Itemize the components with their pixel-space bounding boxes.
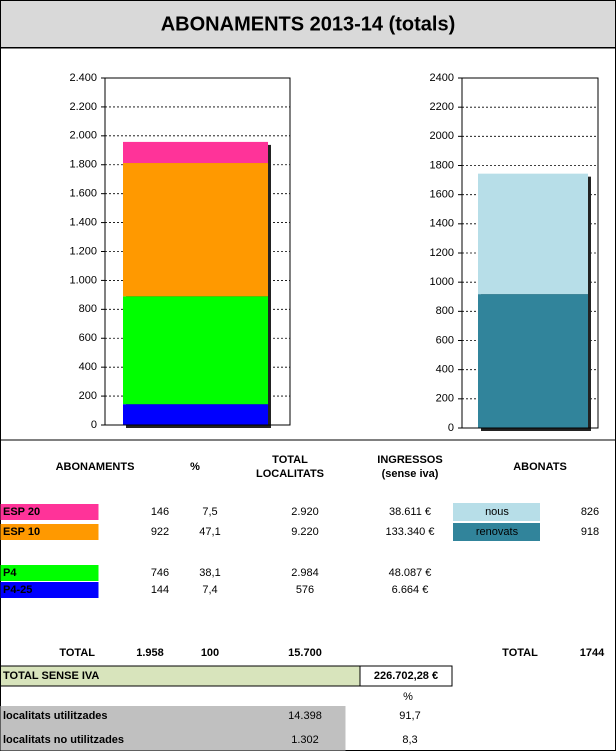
bar-segment: [478, 173, 588, 295]
y-tick-label: 600: [436, 334, 454, 346]
cell: 576: [296, 584, 314, 596]
header: LOCALITATS: [256, 468, 324, 480]
title-bar: [0, 0, 616, 48]
y-tick-label: 2400: [430, 72, 454, 84]
y-tick-label: 1800: [430, 159, 454, 171]
row-label-cell: [0, 565, 99, 581]
y-tick-label: 2000: [430, 130, 454, 142]
total: TOTAL: [59, 647, 95, 659]
y-tick-label: 800: [436, 305, 454, 317]
y-tick-label: 1.200: [69, 245, 97, 257]
y-tick-label: 1.000: [69, 274, 97, 286]
abonats-value: 918: [581, 526, 599, 538]
row-label-cell: [0, 582, 99, 598]
y-tick-label: 1000: [430, 276, 454, 288]
y-tick-label: 0: [448, 422, 454, 434]
cell: 2.920: [291, 506, 319, 518]
plot-border: [104, 77, 291, 426]
row-label: ESP 20: [3, 506, 40, 518]
abonats-total: TOTAL: [502, 647, 538, 659]
header: %: [190, 461, 200, 473]
cell: 9.220: [291, 526, 319, 538]
cell: 746: [151, 567, 169, 579]
cell: 38,1: [199, 567, 220, 579]
header: ABONAMENTS: [56, 461, 135, 473]
plot-border: [461, 77, 599, 429]
y-tick-label: 2.400: [69, 72, 97, 84]
localitats-value: 14.398: [288, 710, 322, 722]
sense-iva-label: TOTAL SENSE IVA: [3, 670, 99, 682]
cell: 38.611 €: [389, 506, 431, 518]
sense-iva-value-cell: [359, 665, 453, 687]
pct-header: %: [403, 691, 413, 703]
localitats-label: localitats no utilitzades: [3, 734, 124, 746]
localitats-label: localitats utilitzades: [3, 710, 108, 722]
total: 100: [201, 647, 219, 659]
header: (sense iva): [382, 468, 439, 480]
cell: 6.664 €: [392, 584, 429, 596]
row-label-cell: [0, 524, 99, 540]
y-tick-label: 0: [91, 419, 97, 431]
y-tick-label: 1400: [430, 218, 454, 230]
sense-iva-value: 226.702,28 €: [374, 670, 438, 682]
y-tick-label: 200: [79, 390, 97, 402]
y-tick-label: 2200: [430, 101, 454, 113]
cell: 133.340 €: [386, 526, 435, 538]
cell: 7,5: [202, 506, 217, 518]
y-tick-label: 2.000: [69, 130, 97, 142]
row-label: ESP 10: [3, 526, 40, 538]
cell: 2.984: [291, 567, 319, 579]
cell: 144: [151, 584, 169, 596]
cell: 146: [151, 506, 169, 518]
bar-segment: [123, 163, 268, 297]
header: TOTAL: [272, 454, 308, 466]
y-tick-label: 2.200: [69, 101, 97, 113]
row-label: P4: [3, 567, 17, 579]
y-tick-label: 400: [79, 361, 97, 373]
cell: 922: [151, 526, 169, 538]
localitats-pct: 91,7: [399, 710, 420, 722]
localitats-value: 1.302: [291, 734, 319, 746]
header: INGRESSOS: [377, 454, 442, 466]
y-tick-label: 400: [436, 364, 454, 376]
total: 15.700: [288, 647, 322, 659]
abonats-total: 1744: [580, 647, 605, 659]
row-label: P4-25: [3, 584, 32, 596]
cell: 7,4: [202, 584, 217, 596]
y-tick-label: 1600: [430, 189, 454, 201]
y-tick-label: 800: [79, 303, 97, 315]
cell: 48.087 €: [389, 567, 432, 579]
row-label-cell: [0, 504, 99, 520]
abonats-label: renovats: [476, 526, 519, 538]
abonats-label: nous: [485, 506, 509, 518]
bar-segment: [123, 404, 268, 425]
y-tick-label: 600: [79, 332, 97, 344]
title: ABONAMENTS 2013-14 (totals): [161, 13, 456, 35]
y-tick-label: 200: [436, 393, 454, 405]
abonats-cell: [453, 523, 540, 541]
bar-segment: [478, 294, 588, 428]
bar-segment: [123, 296, 268, 405]
y-tick-label: 1.600: [69, 188, 97, 200]
localitats-pct: 8,3: [402, 734, 417, 746]
total: 1.958: [136, 647, 164, 659]
localitats-cell: [0, 706, 346, 751]
abonats-value: 826: [581, 506, 599, 518]
abonats-cell: [453, 503, 540, 521]
bar-segment: [123, 141, 268, 164]
header: ABONATS: [513, 461, 567, 473]
y-tick-label: 1200: [430, 247, 454, 259]
cell: 47,1: [199, 526, 220, 538]
y-tick-label: 1.800: [69, 159, 97, 171]
y-tick-label: 1.400: [69, 216, 97, 228]
